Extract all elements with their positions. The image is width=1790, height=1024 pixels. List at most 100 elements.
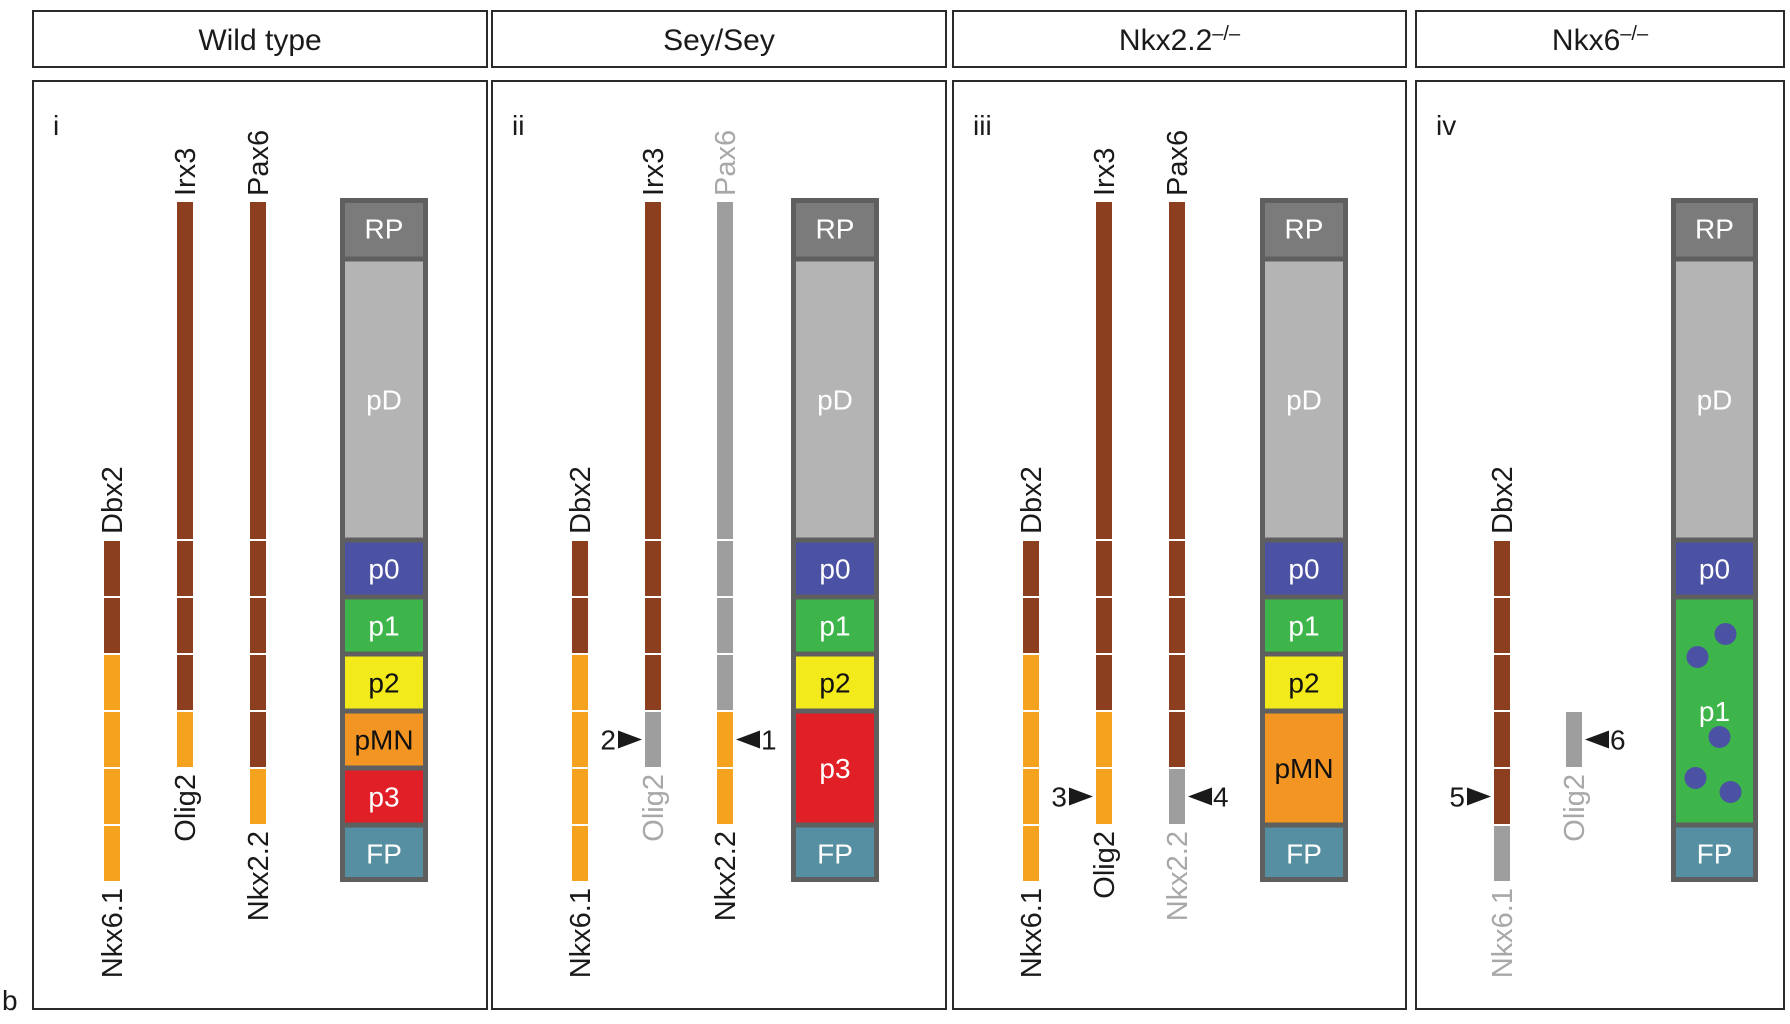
gene-expression-bar: Dbx2 Nkx6.1 xyxy=(1016,466,1048,978)
genotype-superscript: –/– xyxy=(1620,23,1649,45)
panel-2: Sey/Sey ii RP pD p0 p1 p2 p3 FP Dbx2 Nkx6.1 Irx3 Oli… xyxy=(491,10,947,1010)
arrow-number: 5 xyxy=(1449,782,1465,813)
gene-label-bottom: Olig2 xyxy=(1089,831,1121,899)
bar-segment xyxy=(177,541,193,596)
panel-numeral: iii xyxy=(973,110,992,141)
bar-segment xyxy=(104,655,120,710)
domain-label: p1 xyxy=(368,611,399,642)
domain-p0 xyxy=(1676,542,1753,595)
domain-label: p2 xyxy=(819,668,850,699)
progenitor-domain-column: RP pD p0 p1 FP xyxy=(1671,198,1758,882)
genotype-name: Wild type xyxy=(198,24,321,57)
bar-segment xyxy=(717,598,733,653)
gene-label-bottom: Nkx6.1 xyxy=(97,888,129,978)
domain-label: p2 xyxy=(1288,668,1319,699)
gene-label-bottom: Nkx6.1 xyxy=(1016,888,1048,978)
arrow-number: 3 xyxy=(1051,782,1067,813)
domain-p1 xyxy=(796,599,874,652)
domain-label: p0 xyxy=(1699,554,1730,585)
bar-segment xyxy=(1023,826,1039,881)
arrowhead-left-icon xyxy=(736,730,760,749)
domain-pD xyxy=(345,261,423,538)
domain-pD xyxy=(1265,261,1343,538)
domain-p3 xyxy=(796,713,874,823)
numbered-arrow-5: 5 xyxy=(1449,782,1491,813)
domain-label: RP xyxy=(365,214,404,245)
bar-segment xyxy=(1566,712,1582,767)
arrow-number: 2 xyxy=(600,725,616,756)
bar-segment xyxy=(572,541,588,596)
bar-segment xyxy=(717,769,733,824)
bar-segment xyxy=(572,712,588,767)
gene-label-top: Pax6 xyxy=(710,130,742,196)
bar-segment xyxy=(1023,541,1039,596)
gene-expression-bar: Pax6 Nkx2.2 xyxy=(710,130,742,921)
arrowhead-right-icon xyxy=(618,730,642,749)
gene-label-bottom: Nkx2.2 xyxy=(710,831,742,921)
domain-p2 xyxy=(796,656,874,709)
domain-label: p0 xyxy=(368,554,399,585)
ectopic-cell-dot xyxy=(1686,646,1709,668)
bar-segment-dorsal xyxy=(717,202,733,539)
bar-segment xyxy=(572,826,588,881)
bar-segment xyxy=(717,712,733,767)
domain-FP xyxy=(1265,827,1343,877)
gene-label-bottom: Nkx6.1 xyxy=(565,888,597,978)
panel-numeral: i xyxy=(53,110,59,141)
domain-label: FP xyxy=(366,839,402,870)
domain-label: p1 xyxy=(819,611,850,642)
bar-segment xyxy=(250,598,266,653)
domain-label: pMN xyxy=(354,725,413,756)
domain-p0 xyxy=(1265,542,1343,595)
ectopic-cell-dot xyxy=(1719,781,1742,803)
domain-RP xyxy=(796,203,874,257)
bar-segment xyxy=(572,769,588,824)
gene-label-bottom: Nkx2.2 xyxy=(243,831,275,921)
bar-segment xyxy=(250,541,266,596)
domain-label: pD xyxy=(1286,385,1322,416)
bar-segment xyxy=(1096,712,1112,767)
bar-segment xyxy=(645,655,661,710)
bar-segment xyxy=(1096,541,1112,596)
domain-label: p3 xyxy=(368,782,399,813)
gene-label-top: Irx3 xyxy=(638,148,670,196)
bar-segment xyxy=(250,655,266,710)
domain-label: pD xyxy=(817,385,853,416)
panel-header-box xyxy=(952,10,1407,68)
bar-segment xyxy=(104,598,120,653)
domain-pMN xyxy=(345,713,423,766)
bar-segment xyxy=(645,712,661,767)
domain-p2 xyxy=(345,656,423,709)
gene-label-bottom: Nkx6.1 xyxy=(1487,888,1519,978)
domain-label: RP xyxy=(1285,214,1324,245)
gene-label-bottom: Nkx2.2 xyxy=(1162,831,1194,921)
domain-label: pMN xyxy=(1274,753,1333,784)
numbered-arrow-6: 6 xyxy=(1585,725,1626,756)
bar-segment xyxy=(1494,769,1510,824)
bar-segment xyxy=(104,712,120,767)
domain-pMN xyxy=(1265,713,1343,823)
domain-label: FP xyxy=(1697,839,1733,870)
bar-segment xyxy=(1023,598,1039,653)
bar-segment xyxy=(1169,541,1185,596)
gene-label-top: Irx3 xyxy=(170,148,202,196)
bar-segment xyxy=(177,712,193,767)
domain-label: FP xyxy=(1286,839,1322,870)
bar-segment xyxy=(1023,712,1039,767)
panel-1: Wild type i RP pD p0 p1 p2 pMN p3 FP Dbx2 Nkx6.1 Irx… xyxy=(32,10,488,1010)
progenitor-domain-column: RP pD p0 p1 p2 pMN p3 FP xyxy=(340,198,428,882)
bar-segment xyxy=(1096,769,1112,824)
domain-pD xyxy=(1676,261,1753,538)
bar-segment xyxy=(104,826,120,881)
bar-segment xyxy=(1023,769,1039,824)
bar-segment xyxy=(1494,712,1510,767)
progenitor-domain-column: RP pD p0 p1 p2 p3 FP xyxy=(791,198,879,882)
domain-label: p3 xyxy=(819,753,850,784)
domain-p3 xyxy=(345,770,423,823)
bar-segment-dorsal xyxy=(250,202,266,539)
genotype-name: Sey/Sey xyxy=(663,24,775,57)
bar-segment xyxy=(717,541,733,596)
gene-label-top: Dbx2 xyxy=(97,466,129,534)
domain-FP xyxy=(796,827,874,877)
